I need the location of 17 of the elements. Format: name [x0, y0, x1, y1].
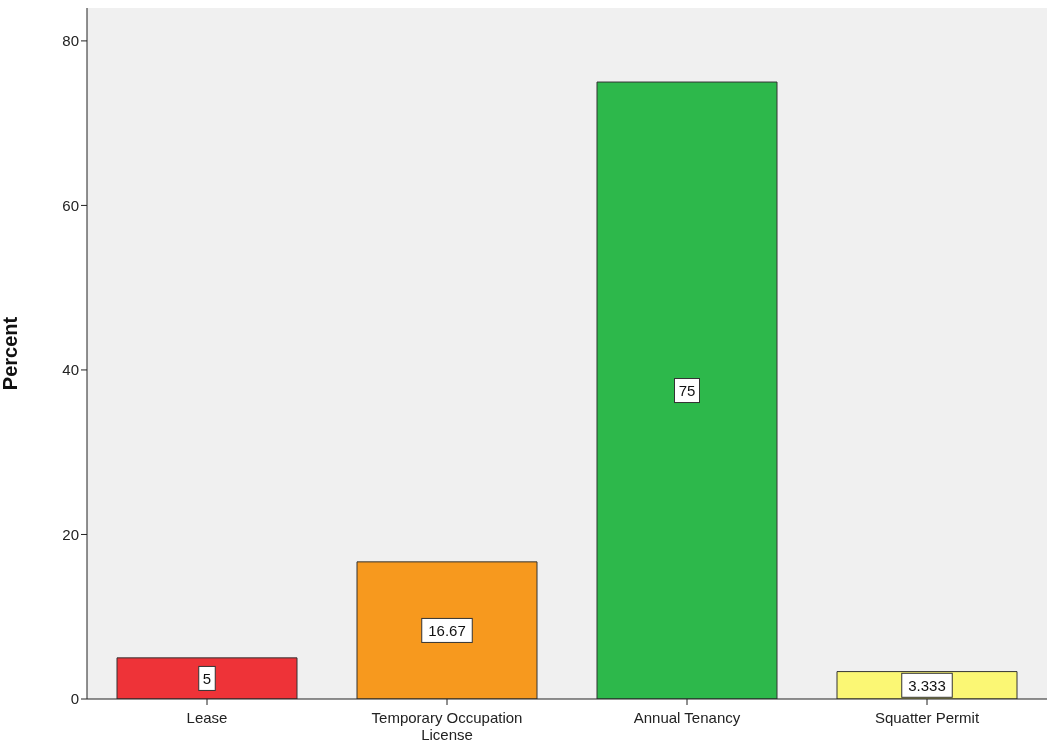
bar — [116, 657, 298, 699]
x-tick-label: Lease — [186, 709, 228, 726]
y-tick-label: 20 — [62, 525, 79, 543]
x-tick-label: Squatter Permit — [874, 709, 980, 726]
data-label: 5 — [202, 669, 212, 687]
bar — [356, 561, 538, 699]
y-tick-label: 0 — [70, 690, 79, 708]
x-tick-label: Annual Tenancy — [633, 709, 741, 726]
y-tick-label: 40 — [62, 361, 79, 379]
y-tick-label: 80 — [62, 32, 79, 50]
bar — [596, 81, 778, 699]
data-label: 75 — [678, 382, 696, 400]
y-tick-label: 60 — [62, 196, 79, 214]
y-axis-title: Percent — [0, 316, 22, 391]
data-label: 16.67 — [428, 621, 466, 639]
data-label: 3.333 — [908, 676, 946, 694]
x-tick-label: Temporary Occupation License — [371, 709, 523, 743]
